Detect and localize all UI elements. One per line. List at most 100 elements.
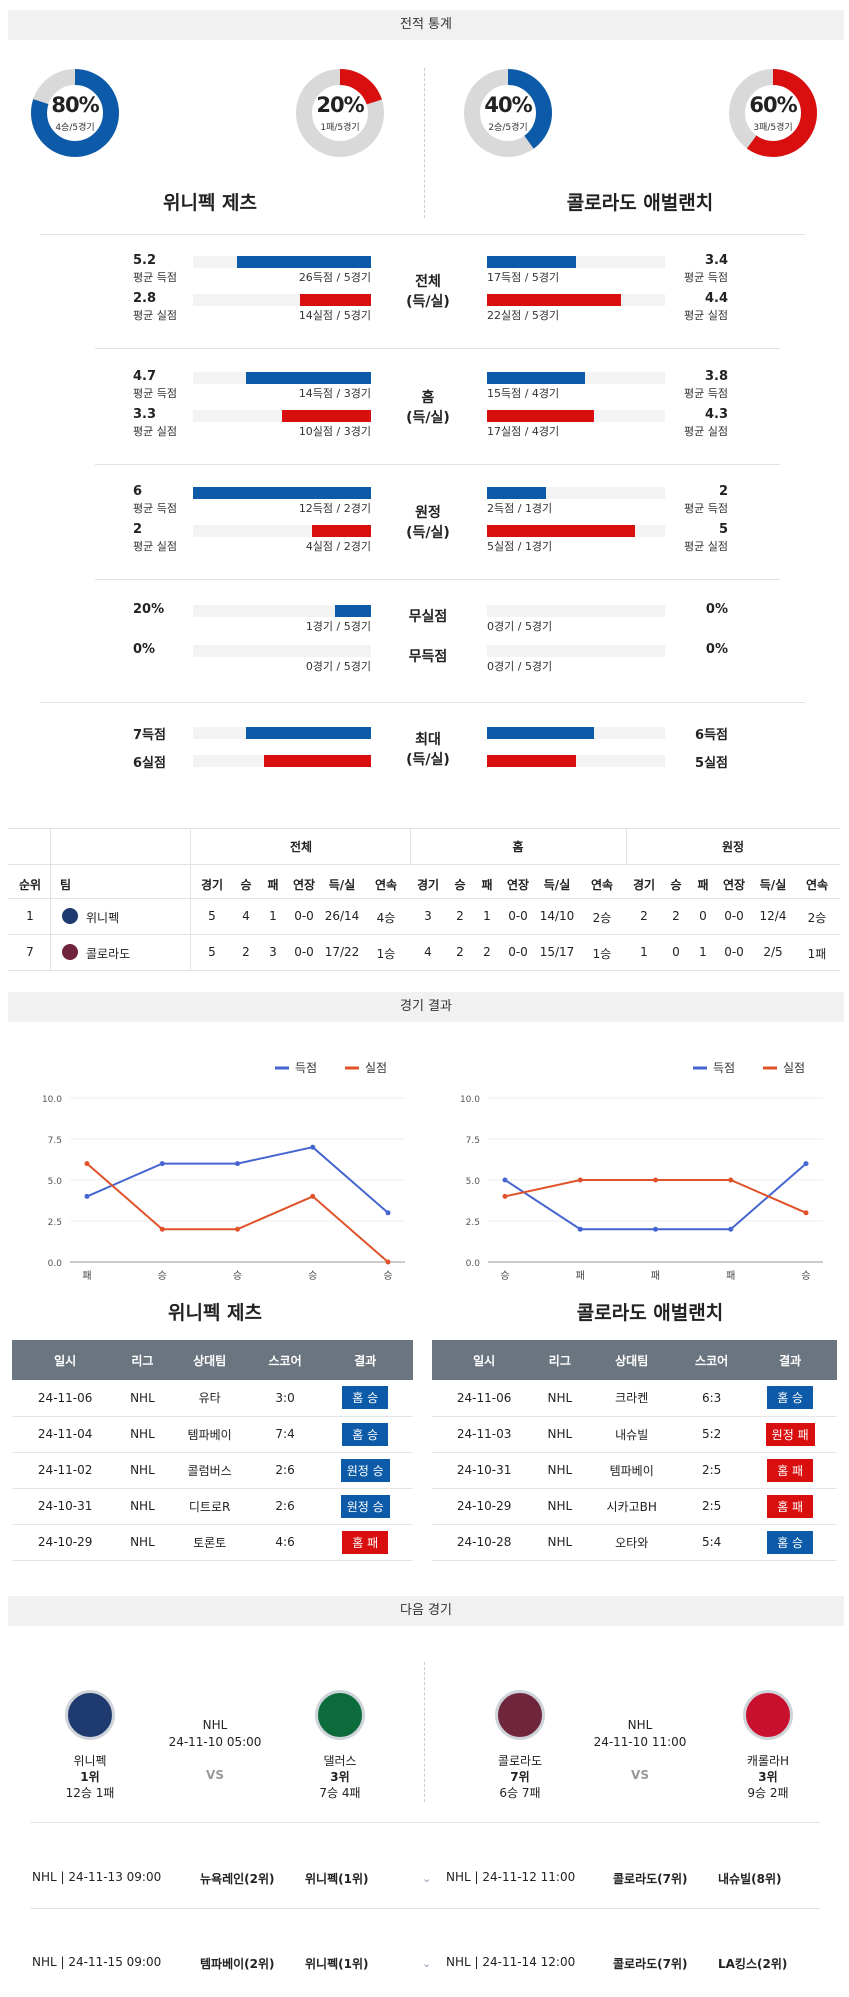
donut-percent: 80%	[51, 93, 99, 117]
series-line	[504, 1162, 807, 1231]
results-col-header: 상대팀	[583, 1340, 680, 1380]
results-cell: NHL	[536, 1380, 584, 1417]
standings-team[interactable]: 위니펙	[86, 911, 120, 925]
upcoming-team[interactable]: 콜로라도(7위)	[613, 1872, 688, 1886]
next-team-name[interactable]: 콜로라도	[497, 1754, 543, 1768]
results-cell: NHL	[536, 1524, 584, 1561]
standings-cell: 0-0	[724, 945, 744, 959]
win-rate-donut: 40% 2승/5경기	[463, 68, 553, 158]
stat-caption: 2득점 / 1경기	[487, 502, 553, 515]
series-line	[86, 1162, 389, 1263]
standings-group-header: 홈	[512, 840, 524, 854]
standings-cell: 2	[483, 945, 491, 959]
data-point	[385, 1259, 391, 1265]
stat-caption: 10실점 / 3경기	[298, 425, 371, 438]
standings-cell: 3	[269, 945, 277, 959]
stat-caption: 26득점 / 5경기	[298, 271, 371, 284]
upcoming-info: NHL | 24-11-14 12:00	[446, 1955, 576, 1969]
upcoming-team[interactable]: 템파베이(2위)	[200, 1957, 275, 1971]
divider	[95, 348, 780, 349]
divider	[30, 1822, 820, 1823]
upcoming-team[interactable]: 콜로라도(7위)	[613, 1957, 688, 1971]
results-cell: NHL	[118, 1416, 167, 1453]
next-team-name[interactable]: 댈러스	[323, 1754, 357, 1768]
standings-cell: 2	[672, 909, 680, 923]
result-badge: 원정 승	[340, 1494, 390, 1518]
standings-cell: 0-0	[724, 909, 744, 923]
standings-col-header: 팀	[60, 878, 72, 892]
upcoming-info: NHL | 24-11-12 11:00	[446, 1870, 576, 1884]
standings-cell: 0-0	[294, 909, 314, 923]
donut-percent: 40%	[484, 93, 532, 117]
results-cell: 디트로R	[166, 1488, 253, 1525]
data-point	[310, 1144, 316, 1150]
standings-cell: 0	[672, 945, 680, 959]
next-team-name[interactable]: 캐롤라H	[746, 1754, 790, 1768]
donut-percent: 20%	[316, 93, 364, 117]
upcoming-team[interactable]: 내슈빌(8위)	[718, 1872, 782, 1886]
stat-label: 평균 득점	[133, 502, 177, 515]
group-label: 원정	[415, 505, 441, 521]
win-rate-donut: 20% 1패/5경기	[295, 68, 385, 158]
y-tick-label: 10.0	[42, 1095, 62, 1105]
stat-value: 6	[133, 484, 143, 499]
standings-group-header: 전체	[289, 840, 313, 854]
results-cell: 24-11-02	[12, 1452, 119, 1489]
x-tick-label: 승	[158, 1270, 167, 1280]
data-point	[310, 1193, 316, 1199]
next-team-record: 9승 2패	[747, 1786, 789, 1800]
standings-team[interactable]: 콜로라도	[86, 947, 131, 961]
stat-value: 20%	[133, 602, 165, 617]
divider	[424, 1662, 425, 1802]
standings-col-header: 연속	[590, 878, 614, 892]
results-cell: 오타와	[583, 1524, 680, 1561]
standings-col-header: 패	[481, 878, 493, 892]
stat-label: 평균 득점	[133, 387, 177, 400]
standings-col-header: 경기	[200, 878, 224, 892]
upcoming-team[interactable]: 위니펙(1위)	[305, 1957, 369, 1971]
vs-label: VS	[206, 1768, 224, 1782]
line-chart-away: 0.0 2.5 5.0 7.5 10.0 승 패 패 패 승 득점 실점	[460, 1061, 823, 1280]
upcoming-team[interactable]: 뉴욕레인(2위)	[200, 1872, 275, 1886]
data-point	[577, 1177, 583, 1183]
stat-label: 평균 실점	[133, 540, 177, 553]
section-header-next: 다음 경기	[8, 1596, 844, 1626]
standings-cell: 15/17	[539, 945, 575, 959]
upcoming-info: NHL | 24-11-13 09:00	[32, 1870, 162, 1884]
donut-percent: 60%	[749, 93, 797, 117]
stat-label: 평균 실점	[133, 425, 177, 438]
results-col-header: 리그	[536, 1340, 584, 1380]
data-point	[728, 1226, 734, 1232]
group-sublabel: (득/실)	[406, 410, 450, 426]
stat-caption: 5실점 / 1경기	[487, 540, 553, 553]
stat-value: 3.3	[133, 407, 157, 422]
stat-value: 3.4	[704, 253, 728, 268]
standings-col-header: 연속	[805, 878, 829, 892]
results-col-header: 스코어	[252, 1340, 318, 1380]
results-cell: 5:4	[679, 1524, 744, 1561]
home-team-name: 위니펙 제츠	[162, 192, 257, 214]
chevron-down-icon: ⌄	[422, 1872, 432, 1885]
next-time: 24-11-10 11:00	[593, 1735, 687, 1749]
stat-bar	[487, 410, 594, 422]
standings-cell: 2	[456, 945, 464, 959]
stat-value: 2.8	[133, 291, 157, 306]
standings-cell: 0-0	[508, 945, 528, 959]
bar-track	[193, 645, 371, 657]
standings-cell: 1	[483, 909, 491, 923]
result-badge: 원정 승	[340, 1458, 390, 1482]
group-label: 무실점	[408, 609, 448, 625]
next-team-name[interactable]: 위니펙	[73, 1754, 107, 1768]
results-col-header: 스코어	[679, 1340, 744, 1380]
table-row: 24-10-29 NHL 토론토 4:6 홈 패	[12, 1524, 413, 1561]
result-badge: 홈 패	[767, 1494, 814, 1518]
hurricanes-logo-icon	[743, 1690, 793, 1740]
upcoming-team[interactable]: 위니펙(1위)	[305, 1872, 369, 1886]
avalanche-logo-icon	[495, 1690, 545, 1740]
standings-col-header: 경기	[416, 878, 440, 892]
data-point	[803, 1161, 809, 1167]
next-team-record: 7승 4패	[319, 1786, 361, 1800]
results-cell: 토론토	[166, 1524, 253, 1561]
upcoming-team[interactable]: LA킹스(2위)	[718, 1957, 788, 1971]
stat-bar	[282, 410, 371, 422]
